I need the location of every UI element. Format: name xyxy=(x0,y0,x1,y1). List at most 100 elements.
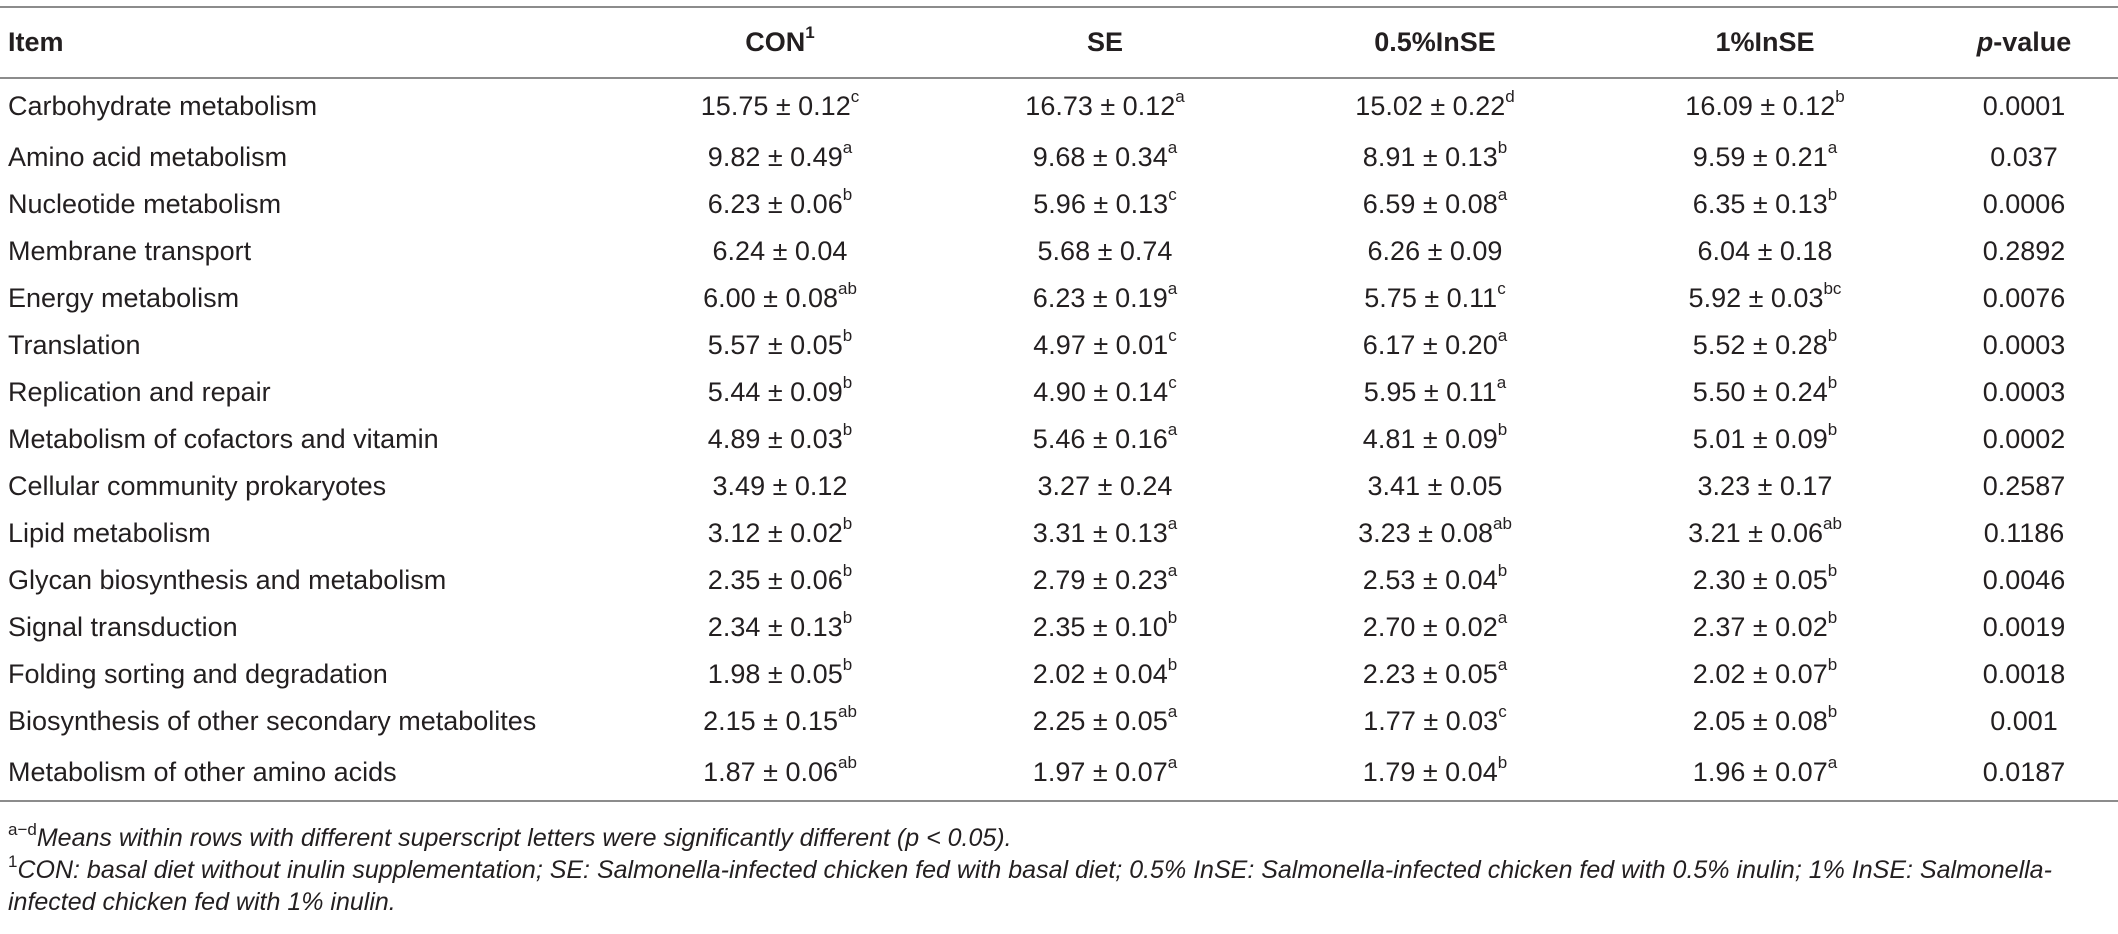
cell-superscript: b xyxy=(1827,702,1838,721)
cell-in05: 4.81 ± 0.09b xyxy=(1270,416,1600,463)
cell-superscript: b xyxy=(1827,326,1838,345)
table-footnotes: a−dMeans within rows with different supe… xyxy=(8,819,2108,918)
cell-in1: 2.37 ± 0.02b xyxy=(1600,604,1930,651)
cell-superscript: a xyxy=(1497,608,1508,627)
cell-se: 5.68 ± 0.74 xyxy=(940,228,1270,275)
cell-item: Glycan biosynthesis and metabolism xyxy=(8,565,447,595)
cell-item: Biosynthesis of other secondary metaboli… xyxy=(8,706,537,736)
cell-value: 2.37 ± 0.02 xyxy=(1692,612,1828,642)
cell-superscript: ab xyxy=(838,702,857,721)
cell-value: 9.59 ± 0.21 xyxy=(1692,142,1828,172)
cell-value: 2.02 ± 0.07 xyxy=(1692,659,1828,689)
cell-superscript: b xyxy=(1497,420,1508,439)
cell-value: 6.04 ± 0.18 xyxy=(1697,236,1833,266)
cell-in1: 5.01 ± 0.09b xyxy=(1600,416,1930,463)
cell-value: 3.27 ± 0.24 xyxy=(1037,471,1173,501)
cell-superscript: b xyxy=(842,185,853,204)
cell-in1: 5.50 ± 0.24b xyxy=(1600,369,1930,416)
cell-p-value: 0.0003 xyxy=(1982,377,2066,407)
cell-value: 6.35 ± 0.13 xyxy=(1692,189,1828,219)
cell-in05: 2.70 ± 0.02a xyxy=(1270,604,1600,651)
cell-item: Nucleotide metabolism xyxy=(8,189,282,219)
cell-value: 3.23 ± 0.08 xyxy=(1358,518,1493,548)
cell-p-value: 0.0187 xyxy=(1930,745,2118,802)
cell-superscript: a xyxy=(1167,279,1178,298)
cell-item: Lipid metabolism xyxy=(8,518,211,548)
cell-value: 2.05 ± 0.08 xyxy=(1692,706,1828,736)
header-row: Item CON1 SE 0.5%InSE 1%InSE p-value xyxy=(0,6,2118,79)
table-row: Carbohydrate metabolism 15.75 ± 0.12c 16.7… xyxy=(0,78,2118,134)
cell-in05: 15.02 ± 0.22d xyxy=(1270,78,1600,134)
cell-value: 2.15 ± 0.15 xyxy=(703,706,838,736)
cell-in1: 5.92 ± 0.03bc xyxy=(1600,275,1930,322)
cell-superscript: b xyxy=(1497,138,1508,157)
table-row: Metabolism of cofactors and vitamin 4.89 … xyxy=(0,416,2118,463)
header-con: CON1 xyxy=(620,6,940,79)
cell-in05: 8.91 ± 0.13b xyxy=(1270,134,1600,181)
cell-value: 1.79 ± 0.04 xyxy=(1362,757,1498,787)
cell-value: 15.75 ± 0.12 xyxy=(700,91,851,121)
cell-value: 2.34 ± 0.13 xyxy=(707,612,843,642)
cell-superscript: d xyxy=(1505,87,1515,106)
cell-superscript: b xyxy=(1167,608,1178,627)
cell-in1: 9.59 ± 0.21a xyxy=(1600,134,1930,181)
header-05-inse: 0.5%InSE xyxy=(1270,6,1600,79)
cell-se: 4.97 ± 0.01c xyxy=(940,322,1270,369)
table-row: Cellular community prokaryotes 3.49 ± 0.1… xyxy=(0,463,2118,510)
cell-superscript: a xyxy=(1167,753,1178,772)
cell-superscript: a xyxy=(1167,138,1178,157)
cell-se: 5.46 ± 0.16a xyxy=(940,416,1270,463)
cell-value: 2.79 ± 0.23 xyxy=(1032,565,1168,595)
cell-superscript: b xyxy=(1497,753,1508,772)
cell-superscript: b xyxy=(1827,420,1838,439)
table-row: Translation 5.57 ± 0.05b 4.97 ± 0.01c 6.17 … xyxy=(0,322,2118,369)
cell-superscript: bc xyxy=(1823,279,1842,298)
cell-value: 3.31 ± 0.13 xyxy=(1032,518,1168,548)
cell-p-value: 0.2892 xyxy=(1982,236,2066,266)
footnote-significance-text: Means within rows with different supersc… xyxy=(36,824,1012,852)
cell-superscript: b xyxy=(1167,655,1178,674)
cell-con: 9.82 ± 0.49a xyxy=(620,134,940,181)
cell-se: 3.27 ± 0.24 xyxy=(940,463,1270,510)
cell-item: Carbohydrate metabolism xyxy=(8,91,318,121)
cell-superscript: a xyxy=(1496,373,1507,392)
cell-item: Folding sorting and degradation xyxy=(8,659,388,689)
cell-superscript: a xyxy=(1497,326,1508,345)
cell-con: 6.00 ± 0.08ab xyxy=(620,275,940,322)
cell-value: 5.46 ± 0.16 xyxy=(1032,424,1168,454)
cell-con: 2.15 ± 0.15ab xyxy=(620,698,940,745)
cell-superscript: a xyxy=(1167,420,1178,439)
table-header: Item CON1 SE 0.5%InSE 1%InSE p-value xyxy=(0,6,2118,79)
cell-con: 6.24 ± 0.04 xyxy=(620,228,940,275)
cell-value: 16.09 ± 0.12 xyxy=(1685,91,1836,121)
cell-superscript: b xyxy=(1827,373,1838,392)
cell-con: 1.87 ± 0.06ab xyxy=(620,745,940,802)
cell-item: Translation xyxy=(8,330,141,360)
cell-superscript: a xyxy=(842,138,853,157)
cell-in05: 2.53 ± 0.04b xyxy=(1270,557,1600,604)
cell-value: 5.52 ± 0.28 xyxy=(1692,330,1828,360)
cell-con: 4.89 ± 0.03b xyxy=(620,416,940,463)
table-row: Folding sorting and degradation 1.98 ± 0.… xyxy=(0,651,2118,698)
cell-superscript: ab xyxy=(838,279,857,298)
cell-con: 3.49 ± 0.12 xyxy=(620,463,940,510)
cell-value: 1.77 ± 0.03 xyxy=(1363,706,1499,736)
cell-se: 9.68 ± 0.34a xyxy=(940,134,1270,181)
cell-con: 6.23 ± 0.06b xyxy=(620,181,940,228)
cell-con: 3.12 ± 0.02b xyxy=(620,510,940,557)
cell-superscript: c xyxy=(1168,326,1177,345)
cell-se: 2.02 ± 0.04b xyxy=(940,651,1270,698)
cell-in05: 6.26 ± 0.09 xyxy=(1270,228,1600,275)
cell-p-value: 0.0003 xyxy=(1982,330,2066,360)
cell-superscript: b xyxy=(842,608,853,627)
cell-item: Metabolism of cofactors and vitamin xyxy=(8,424,439,454)
cell-value: 9.68 ± 0.34 xyxy=(1032,142,1168,172)
table-row: Energy metabolism 6.00 ± 0.08ab 6.23 ± 0.1… xyxy=(0,275,2118,322)
cell-in1: 1.96 ± 0.07a xyxy=(1600,745,1930,802)
cell-in1: 16.09 ± 0.12b xyxy=(1600,78,1930,134)
cell-superscript: b xyxy=(842,561,853,580)
footnote-significance-mark: a−d xyxy=(8,819,37,839)
cell-in1: 5.52 ± 0.28b xyxy=(1600,322,1930,369)
cell-value: 2.23 ± 0.05 xyxy=(1362,659,1498,689)
cell-superscript: a xyxy=(1827,138,1838,157)
